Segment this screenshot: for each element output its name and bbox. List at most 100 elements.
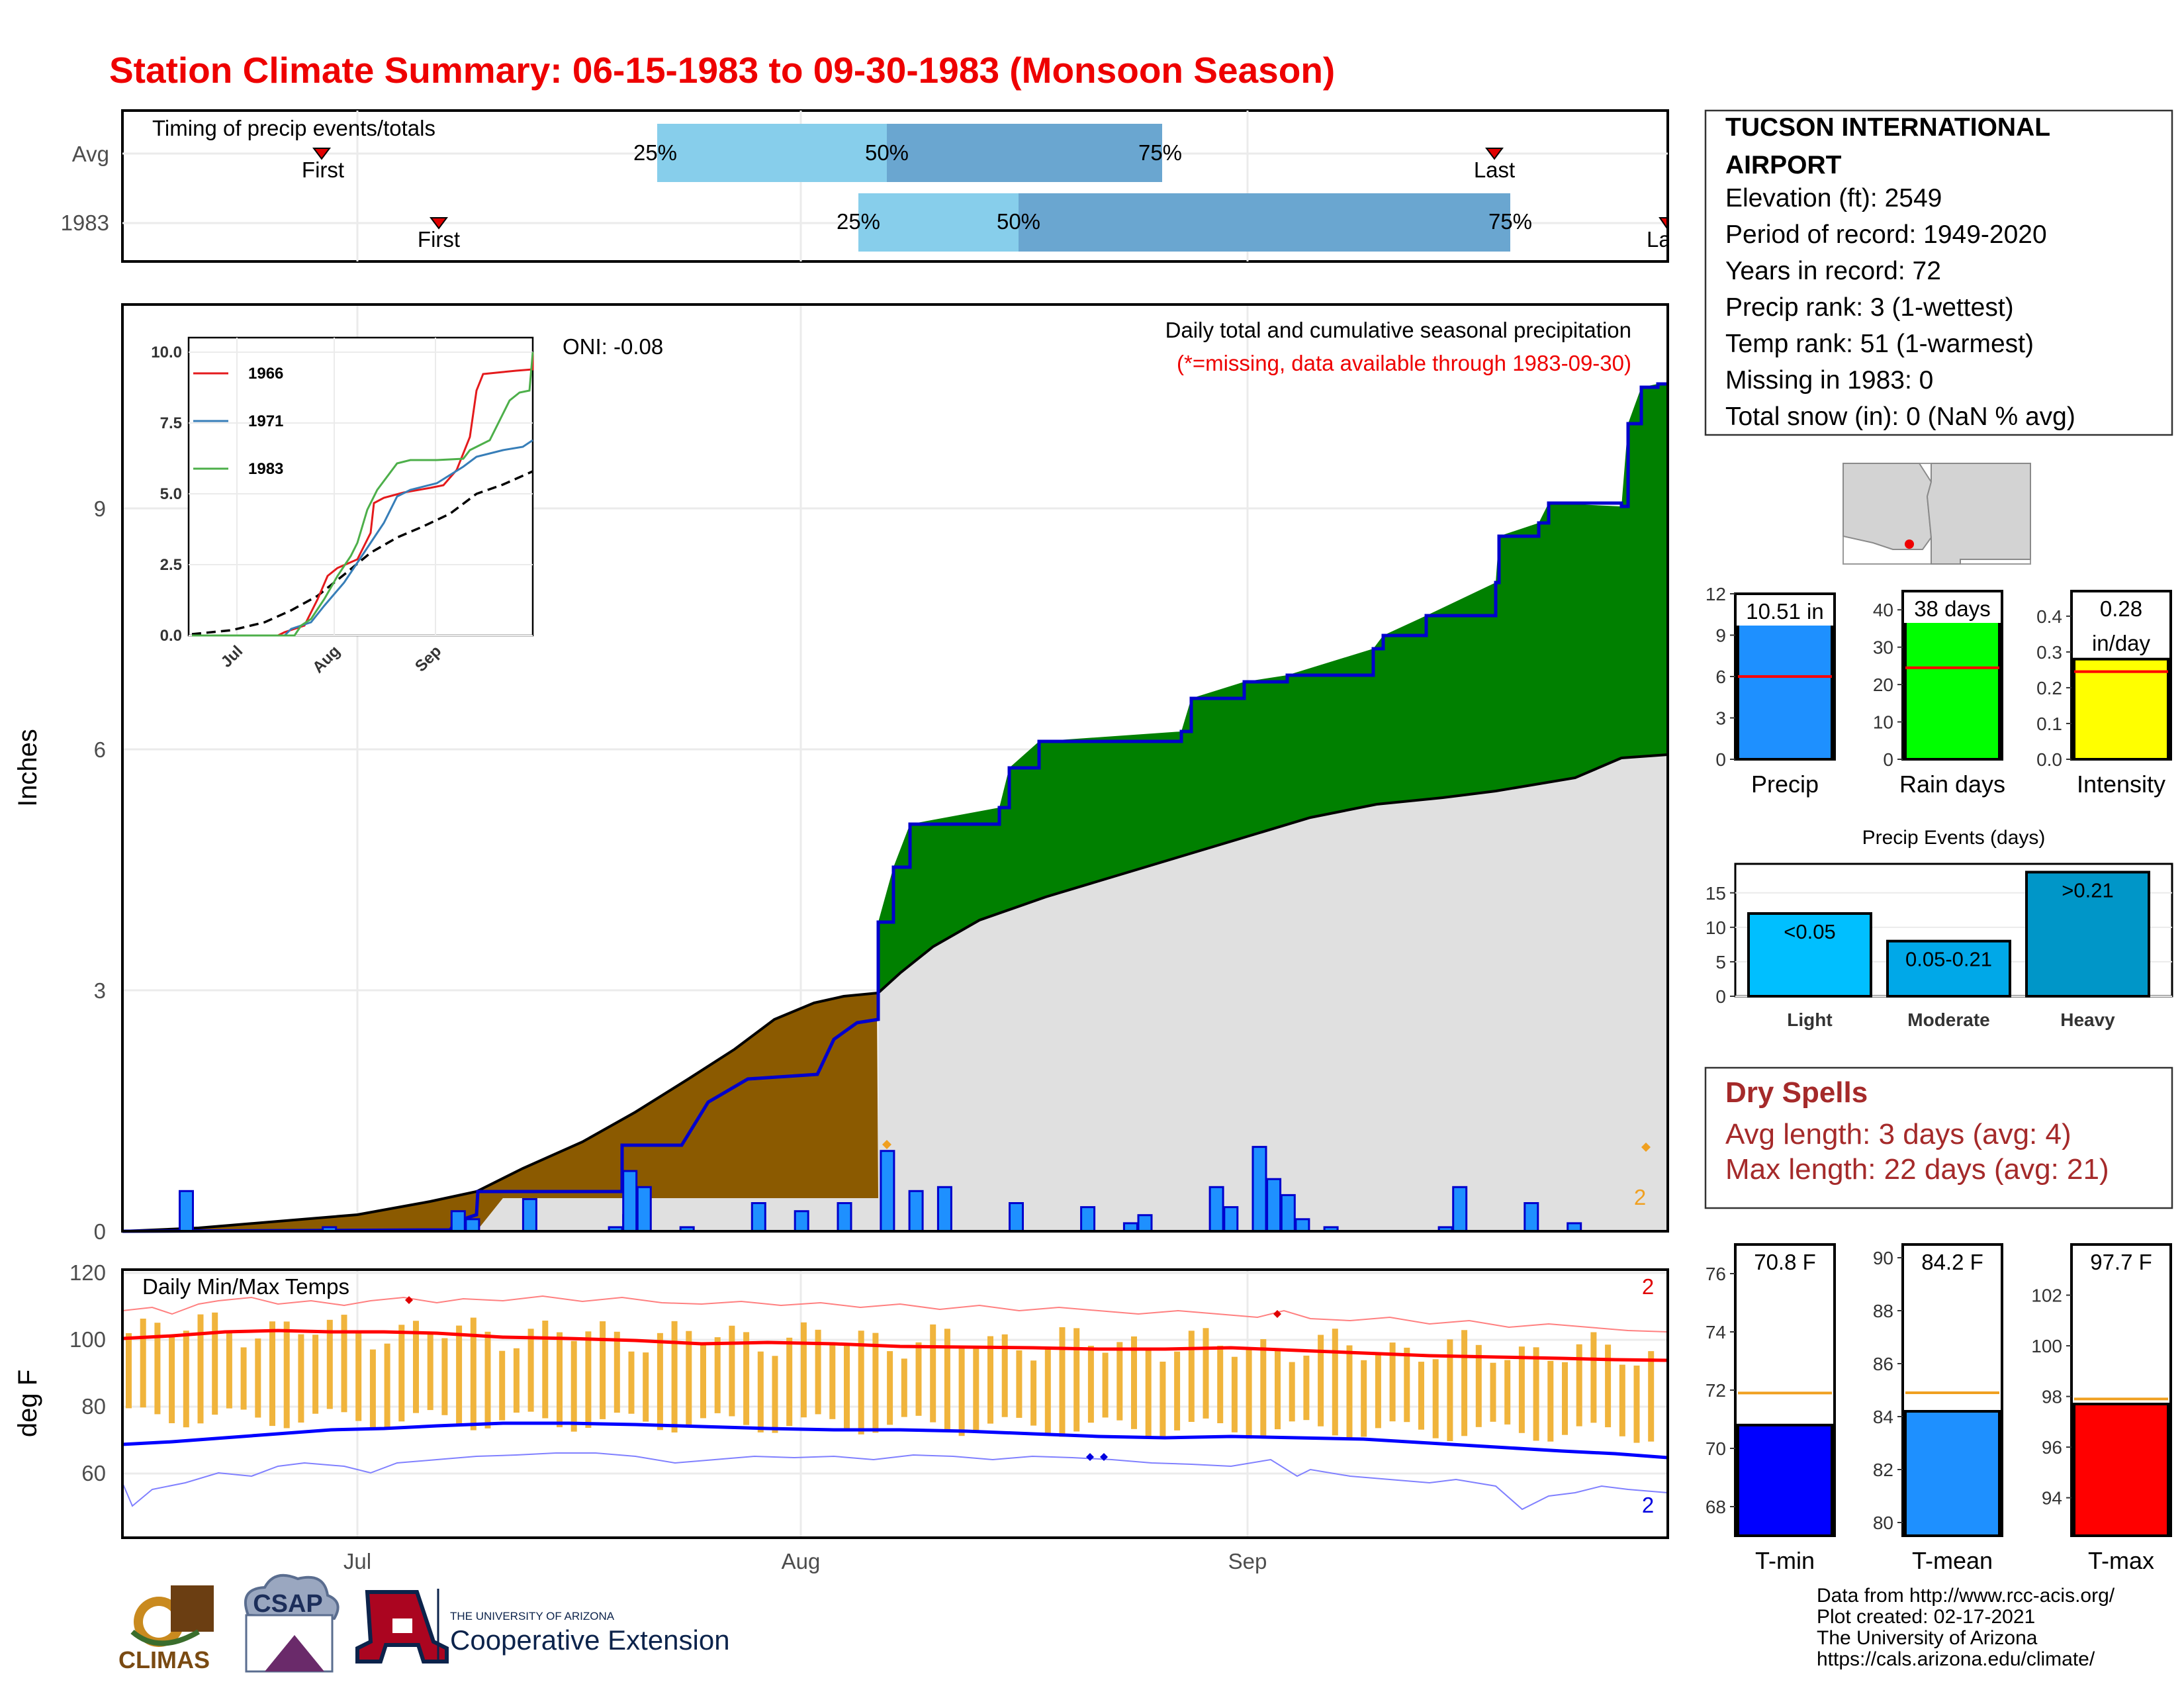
daily-temp-range-bar <box>1131 1336 1137 1429</box>
temp-record-high-count: 2 <box>1642 1274 1654 1299</box>
daily-temp-range-bar <box>1418 1362 1424 1430</box>
events-tick-label: 5 <box>1715 952 1726 972</box>
daily-temp-range-bar <box>1404 1347 1410 1423</box>
daily-temp-range-bar <box>1001 1334 1008 1417</box>
precip-tick-label: 9 <box>1715 626 1726 646</box>
daily-temp-range-bar <box>384 1343 390 1429</box>
daily-temp-range-bar <box>614 1331 620 1413</box>
temp-tick-label: 94 <box>2042 1488 2062 1509</box>
temp-ytick-60: 60 <box>81 1461 106 1485</box>
precip-tick-label: 0 <box>1715 749 1726 770</box>
precip-value-label-bg <box>2073 592 2169 623</box>
precip-value-bar <box>1737 613 1833 761</box>
temp-tick-label: 98 <box>2042 1387 2062 1407</box>
record-high-marker-2 <box>1273 1310 1281 1318</box>
timing-panel: Timing of precip events/totals Avg 25% 5… <box>61 109 1669 263</box>
daily-temp-range-bar <box>1518 1346 1525 1433</box>
precip-chart-0: 10.51 in 0 3 6 9 12 Precip <box>1706 584 1836 798</box>
yr-q50-q75-bar <box>1019 193 1510 252</box>
temp-value-bar <box>1904 1410 2001 1537</box>
inset-ytick-2-5: 2.5 <box>160 556 182 574</box>
dry-spells-max: Max length: 22 days (avg: 21) <box>1725 1153 2109 1186</box>
event-category-label: Light <box>1787 1009 1832 1030</box>
locator-map <box>1843 463 2031 565</box>
footer-line2: Plot created: 02-17-2021 <box>1817 1606 2035 1628</box>
daily-temp-range-bar <box>844 1342 850 1429</box>
daily-temp-range-bar <box>341 1315 347 1413</box>
daily-temp-range-bar <box>1073 1328 1080 1432</box>
daily-temp-range-bar <box>570 1340 577 1432</box>
avg-first-label: First <box>302 158 344 182</box>
daily-temp-range-bar <box>1217 1345 1224 1423</box>
daily-temp-range-bar <box>643 1352 649 1422</box>
temp-axis-label: T-min <box>1755 1547 1815 1574</box>
daily-temp-range-bar <box>686 1331 692 1427</box>
daily-precip-bar <box>1009 1202 1024 1233</box>
temp-value-label-bg <box>2073 1246 2169 1276</box>
daily-temp-range-bar <box>700 1342 706 1419</box>
precip-value-label: 0.28 <box>2100 596 2142 621</box>
daily-temp-range-bar <box>298 1334 304 1423</box>
temp-chart-0: 70.8 F 68 70 72 74 76 T-min <box>1706 1243 1836 1574</box>
daily-temp-range-bar <box>355 1332 362 1421</box>
precip-value-label-bg <box>1904 592 2001 623</box>
temp-tick-label: 84 <box>1873 1407 1893 1427</box>
precip-tick-label: 0.2 <box>2036 678 2062 698</box>
yr-q25-q50-bar <box>858 193 1019 252</box>
daily-temp-range-bar <box>542 1321 549 1419</box>
daily-precip-bar <box>450 1210 466 1233</box>
daily-temp-range-bar <box>413 1321 419 1413</box>
temp-y-axis-title: deg F <box>13 1370 42 1437</box>
season-1983-cumulative-line <box>122 382 1668 1233</box>
daily-precip-bar <box>179 1190 194 1233</box>
daily-temp-range-bar <box>1174 1351 1181 1430</box>
daily-temp-range-bar <box>887 1351 893 1425</box>
csap-logo: CSAP <box>244 1573 340 1673</box>
daily-temp-range-bar <box>513 1348 520 1413</box>
record-high-marker-1 <box>405 1296 413 1304</box>
precip-value-bar <box>1904 616 2001 761</box>
daily-temp-range-bar <box>312 1335 319 1414</box>
average-max-line <box>122 1329 1668 1362</box>
daily-temp-range-bar <box>815 1329 821 1415</box>
below-average-area <box>122 993 878 1231</box>
daily-temp-range-bar <box>1375 1354 1381 1429</box>
main-legend-line2: (*=missing, data available through 1983-… <box>1177 351 1631 375</box>
main-y-axis: 0 3 6 9 <box>94 496 106 1244</box>
daily-temp-range-bar <box>757 1351 764 1432</box>
daily-temp-range-bar <box>212 1312 218 1415</box>
precip-tick-label: 0.1 <box>2036 714 2062 734</box>
precip-tick-label: 10 <box>1873 712 1893 733</box>
daily-temp-range-bar <box>1145 1349 1152 1437</box>
temp-value-label-bg <box>1737 1246 1833 1276</box>
daily-precip-bar <box>1524 1202 1539 1233</box>
inset-series-1983 <box>192 352 534 637</box>
inset-legend-1966: 1966 <box>248 365 283 383</box>
station-precip-rank: Precip rank: 3 (1-wettest) <box>1725 293 2014 322</box>
main-ytick-6: 6 <box>94 737 106 762</box>
precip-chart-1: 38 days 0 10 20 30 40 Rain days <box>1873 590 2005 798</box>
climas-logo: CLIMAS <box>118 1585 214 1673</box>
daily-temp-range-bar <box>1260 1339 1267 1438</box>
daily-temp-range-bar <box>1619 1364 1625 1436</box>
temp-tick-label: 72 <box>1706 1380 1726 1401</box>
daily-precip-bar <box>936 1186 952 1233</box>
daily-temp-range-bar <box>858 1331 864 1434</box>
daily-temp-range-bar <box>1289 1362 1295 1422</box>
temp-tick-label: 82 <box>1873 1460 1893 1480</box>
temp-tick-label: 96 <box>2042 1437 2062 1458</box>
inset-ytick-0: 0.0 <box>160 627 182 645</box>
daily-max-marker-1 <box>882 1140 891 1149</box>
temp-chart-1: 84.2 F 80 82 84 86 88 90 T-mean <box>1873 1243 2003 1574</box>
daily-temp-range-bar <box>240 1347 247 1410</box>
daily-temp-range-bar <box>369 1349 376 1429</box>
precip-tick-label: 40 <box>1873 600 1893 620</box>
daily-temp-range-bar <box>1044 1347 1051 1434</box>
inset-ytick-7-5: 7.5 <box>160 414 182 432</box>
temp-tick-label: 90 <box>1873 1248 1893 1268</box>
daily-temp-range-bar <box>1633 1365 1640 1443</box>
temp-tick-label: 86 <box>1873 1354 1893 1374</box>
station-period: Period of record: 1949-2020 <box>1725 220 2047 249</box>
footer-line1: Data from http://www.rcc-acis.org/ <box>1817 1585 2115 1607</box>
temp-axis-label: T-mean <box>1912 1547 1993 1574</box>
